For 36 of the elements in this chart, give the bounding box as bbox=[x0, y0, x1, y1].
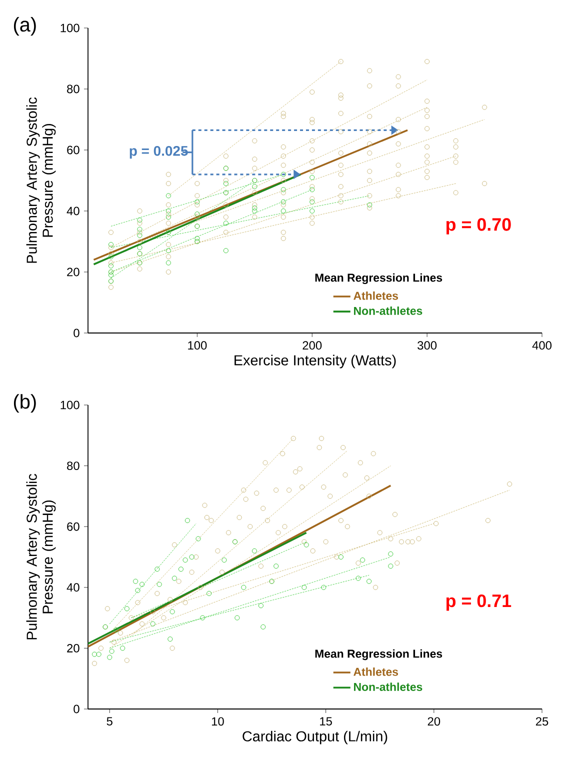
x-tick-label: 25 bbox=[536, 717, 548, 726]
legend-label: Athletes bbox=[354, 291, 398, 300]
x-tick-label: 20 bbox=[428, 717, 440, 726]
y-tick-label: 0 bbox=[74, 704, 80, 714]
y-tick-label: 80 bbox=[67, 462, 80, 470]
x-tick-label: 10 bbox=[212, 717, 224, 726]
annotation: p = 0.71 bbox=[446, 594, 512, 611]
y-tick-label: 100 bbox=[60, 24, 80, 32]
x-tick-label: 15 bbox=[320, 717, 332, 726]
chart-title: (b) bbox=[14, 394, 36, 413]
legend-label: Non-athletes bbox=[354, 682, 422, 691]
legend-label: Athletes bbox=[354, 667, 398, 676]
y-tick-label: 60 bbox=[67, 522, 80, 531]
y-tick-label: 80 bbox=[67, 84, 80, 94]
y-axis-title: Pulmonary Artery Systolic Pressure (mmHg) bbox=[26, 97, 56, 263]
x-axis-title: Exercise Intensity (Watts) bbox=[234, 354, 396, 368]
y-tick-label: 0 bbox=[74, 328, 80, 338]
legend-label: Non-athletes bbox=[354, 306, 422, 315]
chart-title: (a) bbox=[14, 17, 36, 36]
x-tick-label: 300 bbox=[418, 341, 437, 350]
y-tick-label: 100 bbox=[60, 400, 80, 410]
x-tick-label: 5 bbox=[106, 717, 112, 726]
annotation: p = 0.025 bbox=[130, 146, 188, 159]
x-tick-label: 400 bbox=[532, 341, 552, 350]
annotation: p = 0.70 bbox=[446, 218, 511, 234]
x-axis-title: Cardiac Output (L/min) bbox=[242, 730, 388, 744]
x-tick-label: 100 bbox=[188, 341, 207, 350]
y-axis-title: Pulmonary Artery Systolic Pressure (mmHg) bbox=[26, 474, 56, 640]
y-tick-label: 20 bbox=[67, 644, 80, 652]
legend-title: Mean Regression Lines bbox=[315, 649, 442, 660]
y-tick-label: 20 bbox=[67, 268, 80, 276]
y-tick-label: 40 bbox=[66, 206, 80, 216]
x-tick-label: 200 bbox=[302, 341, 322, 350]
legend-title: Mean Regression Lines bbox=[315, 273, 442, 284]
y-tick-label: 60 bbox=[67, 146, 80, 154]
y-tick-label: 40 bbox=[66, 583, 80, 592]
